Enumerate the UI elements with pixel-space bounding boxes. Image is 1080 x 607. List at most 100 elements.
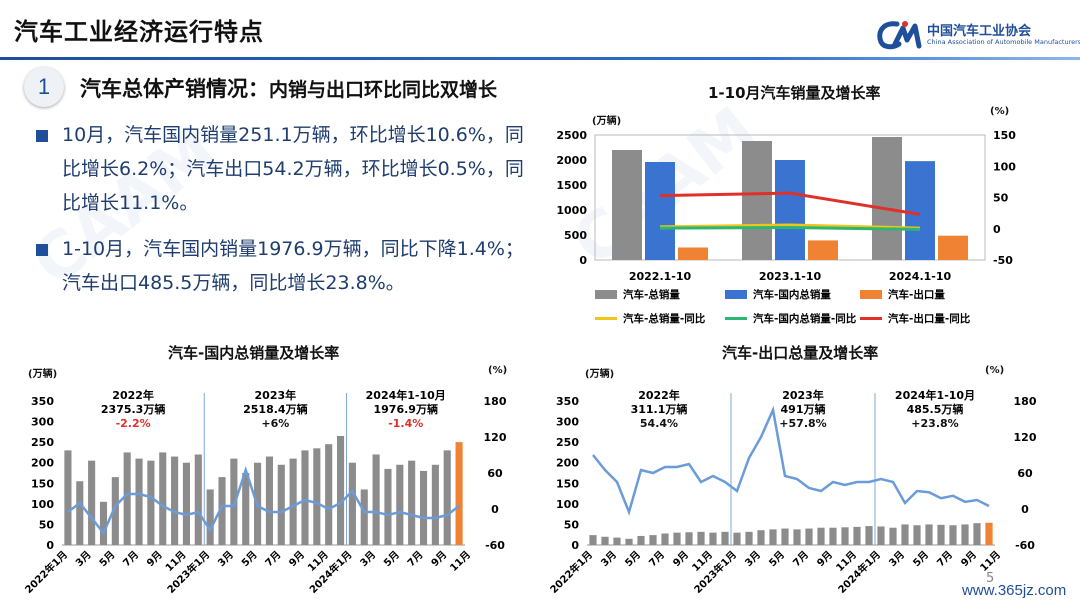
chart2-bar	[384, 468, 392, 545]
chart3-x-tick-label: 7月	[647, 549, 667, 569]
chart2-bar	[301, 450, 309, 545]
chart3-y-tick-label: 0	[571, 539, 579, 552]
chart3-bar	[817, 527, 825, 545]
chart1-legend-label: 汽车-总销量	[623, 288, 680, 301]
chart1-bar	[905, 161, 935, 260]
chart2-y2-tick-label: 60	[487, 467, 503, 480]
chart1-y2-tick-label: 150	[993, 129, 1016, 142]
watermark-url: www.365jz.com	[962, 582, 1067, 599]
chart1-y2-tick-label: 100	[993, 160, 1016, 173]
chart2-bar	[265, 456, 273, 545]
chart3-bar	[877, 526, 885, 545]
chart1-legend-swatch	[595, 290, 617, 299]
chart1-x-tick-label: 2022.1-10	[629, 270, 692, 283]
chart1-x-tick-label: 2024.1-10	[889, 270, 952, 283]
chart3-annotation-year: 2022年	[638, 388, 680, 402]
chart2-y-tick-label: 350	[31, 395, 54, 408]
chart3-annotation-total: 485.5万辆	[907, 402, 964, 416]
chart3-annotation-growth: +57.8%	[779, 417, 826, 430]
chart2-left-unit: (万辆)	[28, 369, 58, 380]
chart2-bar	[348, 462, 356, 545]
chart2-annotation-growth: -2.2%	[116, 417, 151, 430]
chart2-annotation-growth: +6%	[261, 417, 289, 430]
chart1-bar	[938, 235, 968, 260]
chart2-bar	[135, 458, 143, 545]
caam-logo-icon	[877, 21, 922, 50]
chart3-left-unit: (万辆)	[585, 369, 615, 380]
chart3-x-tick-label: 7月	[935, 549, 955, 569]
chart3-bar	[901, 524, 909, 545]
chart2-y2-tick-label: 0	[491, 503, 499, 516]
chart2-bar	[360, 489, 368, 545]
chart2-bar	[206, 489, 214, 545]
chart3-bar	[853, 526, 861, 545]
section-title-main: 汽车总体产销情况：	[80, 77, 269, 101]
chart2-y-tick-label: 0	[46, 539, 54, 552]
chart3-bar	[841, 527, 849, 545]
chart1-legend-label: 汽车-出口量	[888, 288, 945, 301]
chart3-x-tick-label: 5月	[767, 549, 787, 569]
bullet-text: 10月，汽车国内销量251.1万辆，环比增长10.6%，同比增长6.2%；汽车出…	[62, 124, 524, 214]
chart3-y-tick-label: 200	[556, 457, 579, 470]
chart1-x-tick-label: 2023.1-10	[759, 270, 822, 283]
org-logo: 中国汽车工业协会 China Association of Automobile…	[875, 18, 1080, 54]
chart1-legend-swatch	[595, 317, 617, 320]
chart3-bar	[961, 524, 969, 545]
chart3-bar	[601, 536, 609, 545]
chart2-x-tick-label: 5月	[239, 549, 259, 569]
chart3-bar	[745, 531, 753, 545]
chart2-svg: 0 50 100 150 200 250 300 350 -60 0 60 120 180 2022年1月…	[22, 388, 507, 596]
chart1-legend-swatch	[725, 317, 747, 320]
chart3-y-tick-label: 250	[556, 436, 579, 449]
chart2-bar	[111, 477, 119, 545]
chart3-right-unit: (%)	[985, 365, 1005, 376]
chart3-annotation-total: 311.1万辆	[631, 402, 688, 416]
chart3-bar	[661, 533, 669, 545]
chart1-bar	[612, 150, 642, 260]
chart2-bar	[182, 462, 191, 545]
chart3-bar	[733, 532, 741, 545]
section-subtitle: 内销与出口环比同比双增长	[269, 79, 498, 101]
chart2-bar	[123, 452, 131, 545]
header: 汽车工业经济运行特点 中国汽车工业协会 China Association of…	[0, 0, 1080, 62]
page-number: 5	[986, 571, 995, 586]
chart2-x-tick-label: 3月	[73, 549, 93, 569]
chart2-bar	[419, 470, 428, 545]
chart3-x-tick-label: 2022年1月	[547, 548, 595, 596]
chart1-series-line	[659, 225, 921, 231]
chart3-y-tick-label: 150	[556, 477, 579, 490]
chart3-bar	[589, 535, 597, 545]
chart1-bar	[872, 137, 902, 260]
chart2-x-tick-label: 9月	[144, 549, 164, 569]
chart1-bar	[808, 240, 838, 260]
page-title: 汽车工业经济运行特点	[14, 18, 264, 46]
chart3-bar	[913, 525, 921, 545]
chart3-y2-tick-label: 60	[1017, 467, 1033, 480]
chart1-y2-tick-label: 0	[993, 223, 1001, 236]
chart3-bar	[865, 526, 873, 545]
chart2-y-tick-label: 250	[31, 436, 54, 449]
chart2-bar	[171, 456, 179, 545]
chart1-bar	[678, 247, 708, 260]
chart2-bar	[147, 460, 155, 545]
chart2-y-tick-label: 300	[31, 416, 54, 429]
chart3-y-tick-label: 50	[564, 518, 580, 531]
chart2-right-unit: (%)	[488, 365, 508, 376]
chart1-left-unit: (万辆)	[592, 116, 622, 127]
chart3-y2-tick-label: 180	[1014, 395, 1037, 408]
chart2-x-tick-label: 7月	[121, 549, 141, 569]
chart2-x-tick-label: 5月	[97, 549, 117, 569]
chart3-bar	[973, 523, 981, 545]
chart2-annotation-total: 2518.4万辆	[243, 402, 307, 416]
chart2-annotation-year: 2024年1-10月	[366, 388, 446, 402]
bullet-item: 1-10月，汽车国内销量1976.9万辆，同比下降1.4%；汽车出口485.5万…	[30, 232, 550, 300]
chart3-svg: 0 50 100 150 200 250 300 350 -60 0 60 120 180 2022年1月…	[547, 388, 1037, 596]
chart3-annotation-year: 2023年	[782, 388, 824, 402]
chart2-bar	[277, 464, 285, 545]
chart1-bar	[742, 141, 772, 260]
org-name-en: China Association of Automobile Manufact…	[927, 38, 1080, 46]
chart2-bar	[325, 444, 333, 545]
chart3-bar	[985, 522, 993, 545]
chart3-y-tick-label: 350	[556, 395, 579, 408]
chart3-bar	[613, 537, 621, 545]
